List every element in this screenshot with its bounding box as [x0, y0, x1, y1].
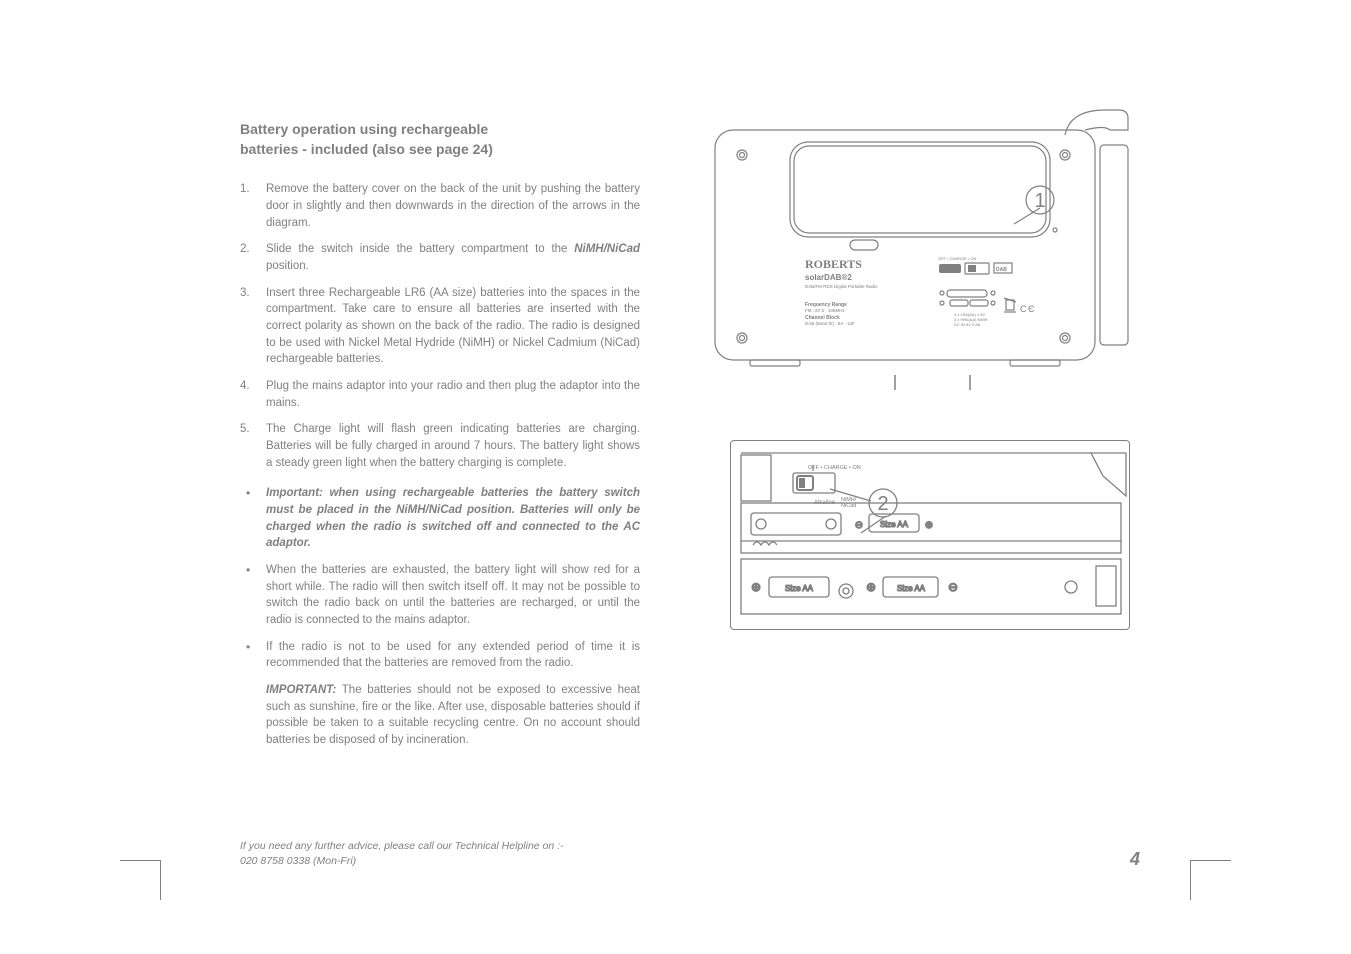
svg-text:↔: ↔ — [836, 499, 843, 506]
svg-text:⊖: ⊖ — [855, 520, 863, 531]
important-note: Important: when using rechargeable batte… — [266, 487, 640, 549]
svg-text:DAB: DAB — [996, 267, 1007, 273]
svg-text:⊕: ⊕ — [866, 580, 876, 594]
svg-text:DC IN 6V 0.8A: DC IN 6V 0.8A — [954, 322, 981, 327]
bullet-notes: Important: when using rechargeable batte… — [240, 485, 640, 672]
svg-text:1: 1 — [1034, 190, 1045, 212]
svg-text:NiCad: NiCad — [841, 503, 856, 509]
crop-mark — [120, 860, 160, 861]
manual-page: Battery operation using rechargeable bat… — [240, 120, 1140, 860]
heading-line-1: Battery operation using rechargeable — [240, 121, 488, 137]
step-1: Remove the battery cover on the back of … — [240, 181, 640, 231]
section-heading: Battery operation using rechargeable bat… — [240, 120, 640, 159]
step-2: Slide the switch inside the battery comp… — [240, 241, 640, 274]
helpline-line-1: If you need any further advice, please c… — [240, 840, 564, 852]
step-4: Plug the mains adaptor into your radio a… — [240, 378, 640, 411]
crop-mark — [1191, 860, 1231, 861]
helpline-line-2: 020 8758 0338 (Mon-Fri) — [240, 855, 356, 867]
svg-text:2: 2 — [877, 493, 888, 515]
svg-text:OFF • CHARGE • ON: OFF • CHARGE • ON — [938, 256, 976, 261]
battery-compartment-diagram: ⊖ Size AA ⊕ ⊕ Size AA ⊕ — [730, 440, 1130, 630]
helpline-footer: If you need any further advice, please c… — [240, 839, 564, 871]
important-warning: IMPORTANT: The batteries should not be e… — [240, 682, 640, 749]
bullet-exhausted: When the batteries are exhausted, the ba… — [240, 562, 640, 629]
numbered-steps: Remove the battery cover on the back of … — [240, 181, 640, 471]
radio-back-diagram: 1 ROBERTS solarDAB®2 DAB/FM RDS Digital … — [710, 100, 1130, 380]
svg-text:⊖: ⊖ — [948, 580, 958, 594]
important-label: IMPORTANT: — [266, 684, 336, 696]
svg-text:Size AA: Size AA — [785, 584, 814, 593]
svg-text:DAB (Band III) : 5A - 13F: DAB (Band III) : 5A - 13F — [805, 321, 855, 326]
svg-text:C: C — [1020, 304, 1027, 314]
crop-mark — [1190, 860, 1191, 900]
step-5: The Charge light will flash green indica… — [240, 421, 640, 471]
svg-text:⊕: ⊕ — [925, 520, 933, 531]
bullet-storage: If the radio is not to be used for any e… — [240, 639, 640, 672]
step-3: Insert three Rechargeable LR6 (AA size) … — [240, 285, 640, 368]
svg-text:Size AA: Size AA — [880, 520, 909, 529]
svg-text:OFF • CHARGE • ON: OFF • CHARGE • ON — [808, 465, 861, 471]
svg-text:⊕: ⊕ — [751, 580, 761, 594]
svg-text:Є: Є — [1028, 304, 1035, 314]
page-number: 4 — [1130, 849, 1140, 870]
bullet-important: Important: when using rechargeable batte… — [240, 485, 640, 552]
svg-text:Alkaline: Alkaline — [814, 500, 836, 506]
svg-text:solarDAB®2: solarDAB®2 — [805, 273, 852, 282]
crop-mark — [160, 860, 161, 900]
svg-text:DAB/FM RDS Digital Portable Ra: DAB/FM RDS Digital Portable Radio — [805, 284, 878, 289]
svg-text:Size AA: Size AA — [897, 584, 926, 593]
svg-text:ROBERTS: ROBERTS — [805, 257, 862, 271]
text-column: Battery operation using rechargeable bat… — [240, 120, 640, 749]
diagram-column: 1 ROBERTS solarDAB®2 DAB/FM RDS Digital … — [710, 100, 1130, 630]
heading-line-2: batteries - included (also see page 24) — [240, 141, 493, 157]
nimh-nicad-label: NiMH/NiCad — [574, 243, 640, 255]
svg-text:FM : 87.5 - 108MHz: FM : 87.5 - 108MHz — [805, 308, 846, 313]
